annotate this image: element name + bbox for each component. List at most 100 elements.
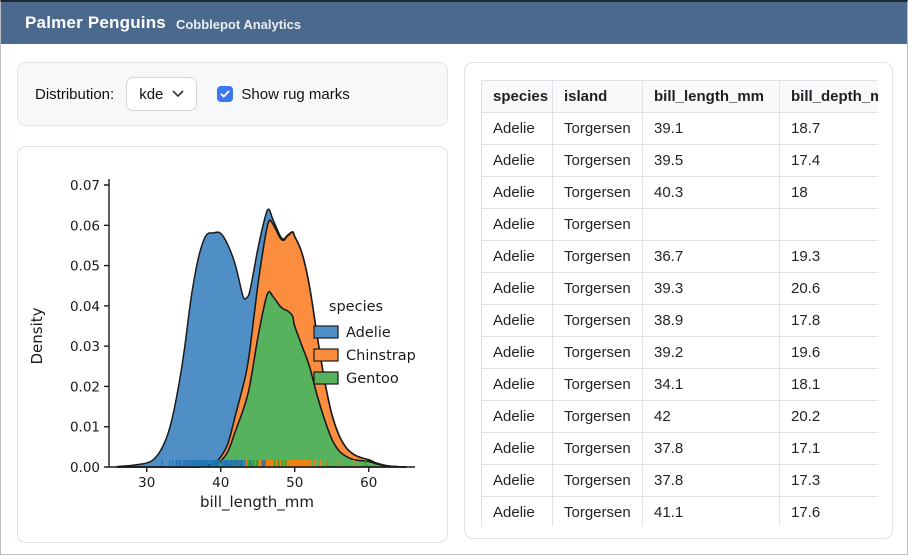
- cell-bill_length_mm: 42: [642, 400, 780, 433]
- table-row: Adelie Torgersen 42 20.2: [481, 400, 878, 433]
- cell-island: Torgersen: [552, 240, 643, 273]
- cell-species: Adelie: [481, 208, 553, 241]
- column-header-bill_depth_mm[interactable]: bill_depth_mm: [779, 80, 878, 113]
- table-row: Adelie Torgersen 37.8 17.1: [481, 432, 878, 465]
- cell-bill_length_mm: 36.7: [642, 240, 780, 273]
- rug-checkbox-label[interactable]: Show rug marks: [241, 85, 350, 103]
- cell-bill_length_mm: 39.3: [642, 272, 780, 305]
- table-row: Adelie Torgersen 39.1 18.7: [481, 112, 878, 145]
- table-row: Adelie Torgersen 36.7 19.3: [481, 240, 878, 273]
- x-tick-label: 50: [286, 475, 303, 491]
- distribution-select-value: kde: [139, 85, 164, 103]
- cell-bill_length_mm: 41.1: [642, 496, 780, 526]
- chevron-down-icon: [172, 90, 184, 97]
- kde-density-plot: 0.00 0.01 0.02 0.03 0.04 0.05 0.06 0.07 30 40 50 60…: [28, 178, 416, 512]
- cell-species: Adelie: [481, 464, 553, 497]
- table-row: Adelie Torgersen 41.1 17.6: [481, 496, 878, 526]
- table-card: speciesislandbill_length_mmbill_depth_mm…: [464, 62, 893, 539]
- cell-island: Torgersen: [552, 368, 643, 401]
- y-axis-label: Density: [28, 307, 46, 364]
- cell-island: Torgersen: [552, 400, 643, 433]
- y-tick-label: 0.01: [70, 420, 100, 436]
- cell-species: Adelie: [481, 112, 553, 145]
- cell-island: Torgersen: [552, 176, 643, 209]
- rug-checkbox-group[interactable]: Show rug marks: [217, 85, 350, 103]
- x-axis-label: bill_length_mm: [200, 493, 314, 512]
- cell-bill_depth_mm: [779, 208, 878, 241]
- column-header-bill_length_mm[interactable]: bill_length_mm: [642, 80, 780, 113]
- y-tick-label: 0.03: [70, 339, 100, 355]
- distribution-select[interactable]: kde: [126, 77, 198, 111]
- cell-bill_depth_mm: 17.6: [779, 496, 878, 526]
- legend-swatch-gentoo: [313, 371, 339, 385]
- table-row: Adelie Torgersen 39.5 17.4: [481, 144, 878, 177]
- check-icon: [220, 90, 230, 98]
- legend-label-gentoo: Gentoo: [346, 371, 399, 387]
- cell-island: Torgersen: [552, 304, 643, 337]
- cell-bill_depth_mm: 20.6: [779, 272, 878, 305]
- cell-bill_length_mm: 37.8: [642, 464, 780, 497]
- cell-bill_depth_mm: 17.4: [779, 144, 878, 177]
- cell-species: Adelie: [481, 176, 553, 209]
- plot-card: 0.00 0.01 0.02 0.03 0.04 0.05 0.06 0.07 30 40 50 60…: [17, 146, 448, 543]
- x-tick-label: 30: [138, 475, 155, 491]
- cell-island: Torgersen: [552, 464, 643, 497]
- cell-species: Adelie: [481, 144, 553, 177]
- column-header-island[interactable]: island: [552, 80, 643, 113]
- cell-species: Adelie: [481, 368, 553, 401]
- cell-bill_depth_mm: 18.7: [779, 112, 878, 145]
- y-tick-label: 0.04: [70, 299, 100, 315]
- cell-bill_depth_mm: 18: [779, 176, 878, 209]
- cell-bill_length_mm: [642, 208, 780, 241]
- table-row: Adelie Torgersen 39.3 20.6: [481, 272, 878, 305]
- app-title: Palmer Penguins: [25, 13, 166, 32]
- column-header-species[interactable]: species: [481, 80, 553, 113]
- y-tick-label: 0.05: [70, 259, 100, 275]
- cell-island: Torgersen: [552, 144, 643, 177]
- distribution-label: Distribution:: [35, 85, 115, 103]
- legend-swatch-chinstrap: [313, 348, 339, 362]
- table-row: Adelie Torgersen 34.1 18.1: [481, 368, 878, 401]
- cell-bill_depth_mm: 19.3: [779, 240, 878, 273]
- cell-bill_depth_mm: 17.1: [779, 432, 878, 465]
- cell-species: Adelie: [481, 336, 553, 369]
- table-row: Adelie Torgersen: [481, 208, 878, 241]
- cell-island: Torgersen: [552, 208, 643, 241]
- cell-bill_depth_mm: 17.3: [779, 464, 878, 497]
- cell-species: Adelie: [481, 272, 553, 305]
- data-grid-scroll-area[interactable]: speciesislandbill_length_mmbill_depth_mm…: [481, 80, 878, 526]
- cell-species: Adelie: [481, 496, 553, 526]
- cell-bill_depth_mm: 20.2: [779, 400, 878, 433]
- legend-label-chinstrap: Chinstrap: [346, 348, 416, 364]
- table-row: Adelie Torgersen 39.2 19.6: [481, 336, 878, 369]
- cell-bill_depth_mm: 19.6: [779, 336, 878, 369]
- cell-species: Adelie: [481, 240, 553, 273]
- legend-title: species: [329, 299, 383, 315]
- cell-species: Adelie: [481, 400, 553, 433]
- y-tick-label: 0.07: [70, 178, 100, 194]
- app-subtitle: Cobblepot Analytics: [175, 16, 302, 32]
- y-tick-label: 0.02: [70, 379, 100, 395]
- x-tick-label: 60: [360, 475, 377, 491]
- cell-island: Torgersen: [552, 336, 643, 369]
- table-row: Adelie Torgersen 37.8 17.3: [481, 464, 878, 497]
- penguins-data-grid: speciesislandbill_length_mmbill_depth_mm…: [481, 80, 878, 526]
- header-bar: Palmer Penguins Cobblepot Analytics: [1, 2, 907, 44]
- cell-bill_length_mm: 34.1: [642, 368, 780, 401]
- legend-label-adelie: Adelie: [346, 325, 391, 341]
- cell-bill_length_mm: 39.2: [642, 336, 780, 369]
- cell-species: Adelie: [481, 304, 553, 337]
- cell-bill_length_mm: 40.3: [642, 176, 780, 209]
- table-row: Adelie Torgersen 40.3 18: [481, 176, 878, 209]
- cell-island: Torgersen: [552, 432, 643, 465]
- rug-checkbox[interactable]: [217, 86, 234, 102]
- legend-swatch-adelie: [313, 325, 339, 339]
- controls-card: Distribution: kde Show rug marks: [17, 62, 448, 126]
- cell-bill_length_mm: 37.8: [642, 432, 780, 465]
- cell-bill_depth_mm: 18.1: [779, 368, 878, 401]
- cell-bill_length_mm: 38.9: [642, 304, 780, 337]
- cell-bill_depth_mm: 17.8: [779, 304, 878, 337]
- table-row: Adelie Torgersen 38.9 17.8: [481, 304, 878, 337]
